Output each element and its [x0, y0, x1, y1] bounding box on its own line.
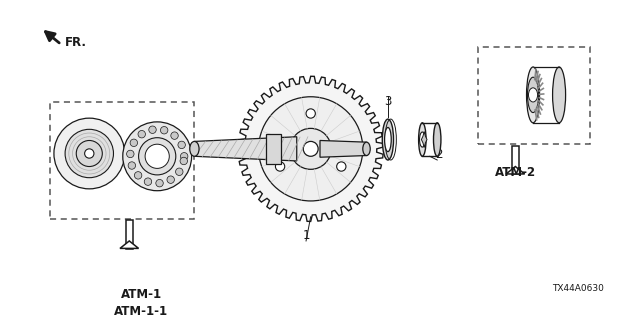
Polygon shape — [238, 76, 383, 221]
Text: 1: 1 — [302, 229, 310, 242]
Circle shape — [148, 126, 156, 133]
Circle shape — [138, 131, 145, 138]
Bar — [511, 146, 519, 174]
Circle shape — [123, 122, 191, 191]
Ellipse shape — [527, 67, 540, 123]
Ellipse shape — [363, 142, 370, 156]
Bar — [125, 220, 133, 249]
Circle shape — [134, 172, 142, 179]
Ellipse shape — [552, 67, 566, 123]
Circle shape — [167, 176, 175, 183]
Ellipse shape — [382, 119, 394, 160]
Circle shape — [275, 162, 285, 171]
Ellipse shape — [527, 77, 539, 113]
Circle shape — [178, 141, 186, 148]
Circle shape — [171, 132, 179, 139]
Circle shape — [180, 153, 188, 160]
Text: ATM-1
ATM-1-1: ATM-1 ATM-1-1 — [115, 288, 168, 318]
Polygon shape — [120, 241, 139, 248]
Ellipse shape — [189, 141, 199, 156]
Circle shape — [139, 138, 176, 175]
Circle shape — [54, 118, 125, 189]
Bar — [50, 102, 195, 219]
Circle shape — [128, 162, 136, 169]
Bar — [478, 46, 590, 144]
Circle shape — [306, 109, 316, 118]
Ellipse shape — [433, 123, 441, 156]
Circle shape — [175, 168, 183, 175]
Ellipse shape — [419, 123, 426, 156]
Circle shape — [180, 157, 188, 165]
Circle shape — [303, 141, 318, 156]
Circle shape — [259, 97, 363, 201]
Circle shape — [76, 140, 102, 166]
Polygon shape — [320, 140, 367, 157]
Circle shape — [65, 129, 113, 178]
Polygon shape — [195, 137, 297, 161]
Text: 2: 2 — [435, 148, 443, 161]
Circle shape — [144, 178, 152, 185]
Ellipse shape — [529, 88, 538, 102]
Text: TX44A0630: TX44A0630 — [552, 284, 604, 293]
Polygon shape — [421, 132, 427, 148]
Text: ATM-2: ATM-2 — [495, 166, 536, 179]
Circle shape — [130, 139, 138, 147]
Circle shape — [84, 149, 94, 158]
Circle shape — [145, 144, 170, 168]
Polygon shape — [266, 134, 281, 164]
Polygon shape — [506, 166, 525, 174]
Ellipse shape — [420, 132, 425, 147]
Circle shape — [161, 126, 168, 134]
Text: FR.: FR. — [65, 36, 87, 49]
Text: 3: 3 — [384, 95, 392, 108]
Circle shape — [290, 128, 331, 169]
Circle shape — [156, 180, 163, 187]
Circle shape — [127, 150, 134, 158]
Circle shape — [337, 162, 346, 171]
Ellipse shape — [385, 127, 391, 152]
